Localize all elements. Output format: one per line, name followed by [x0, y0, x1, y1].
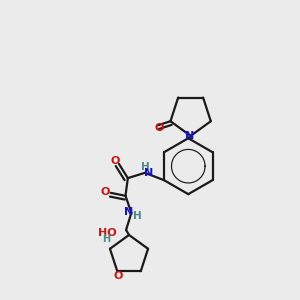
Text: N: N [124, 207, 134, 217]
Text: HO: HO [98, 228, 116, 238]
Text: N: N [185, 131, 195, 141]
Text: H: H [134, 212, 142, 221]
Text: H: H [140, 162, 149, 172]
Text: O: O [110, 156, 120, 166]
Text: O: O [101, 187, 110, 197]
Text: N: N [144, 168, 154, 178]
Text: H: H [102, 234, 110, 244]
Text: O: O [114, 271, 123, 281]
Text: O: O [154, 123, 164, 133]
